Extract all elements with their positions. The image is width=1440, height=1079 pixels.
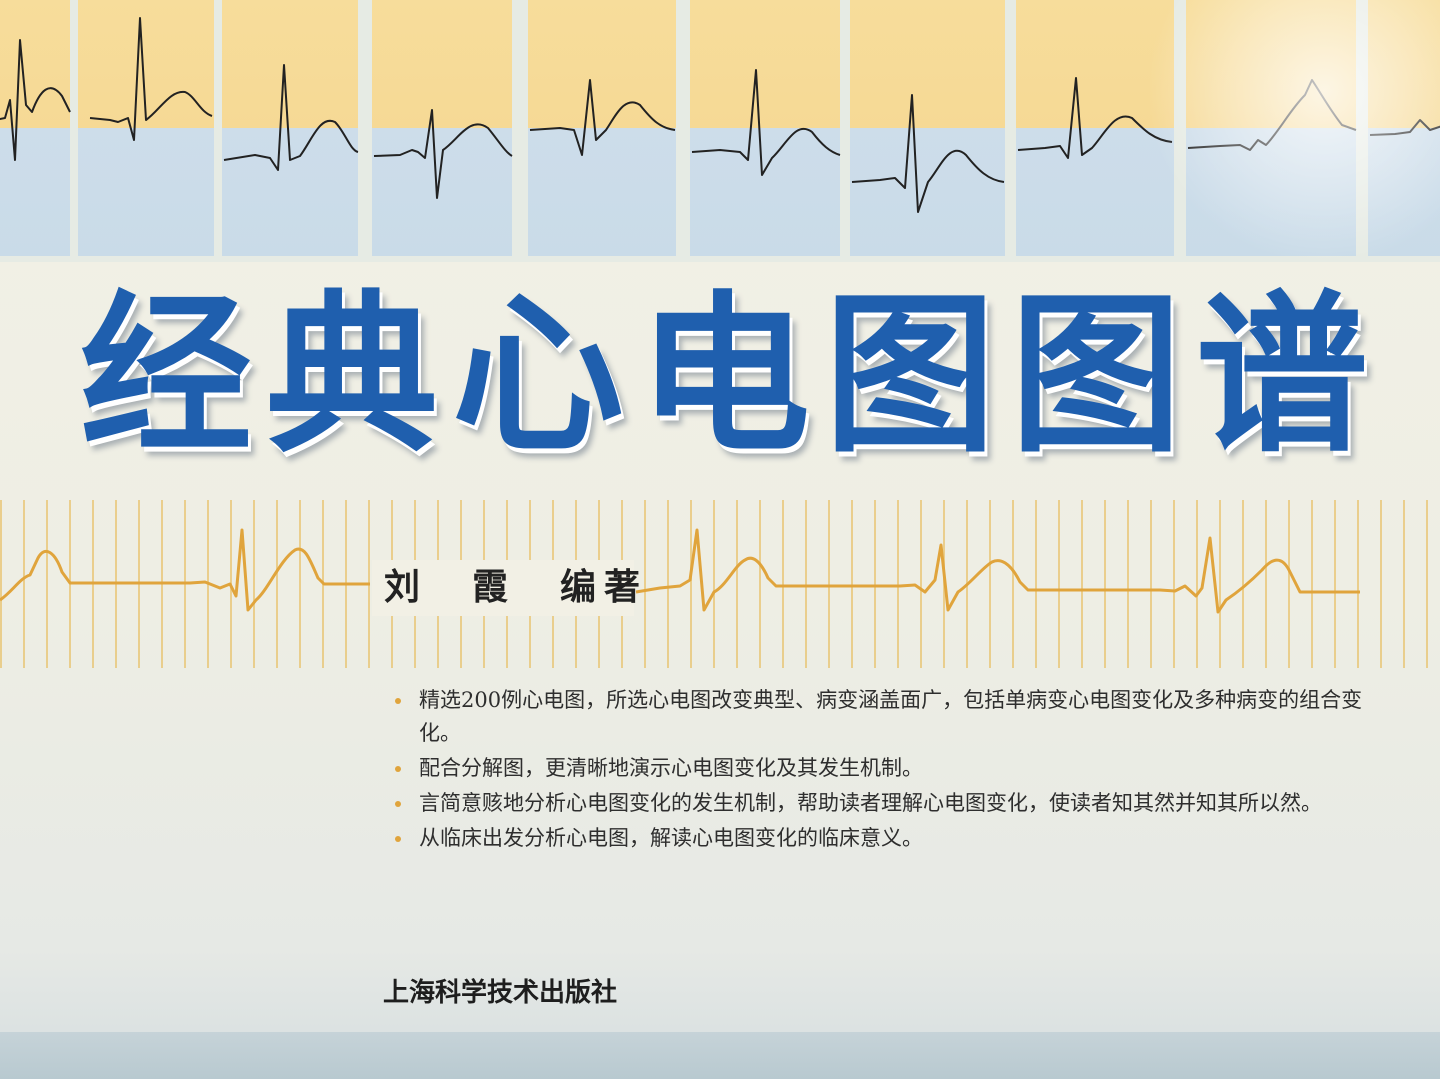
feature-text: 配合分解图，更清晰地演示心电图变化及其发生机制。 <box>419 756 923 780</box>
ecg-trace-icon <box>0 500 1440 668</box>
bullet-dot-icon <box>395 836 401 842</box>
list-item: 配合分解图，更清晰地演示心电图变化及其发生机制。 <box>395 752 1385 785</box>
bottom-color-band <box>0 1032 1440 1079</box>
bullet-dot-icon <box>395 698 401 704</box>
bullet-dot-icon <box>395 766 401 772</box>
list-item: 从临床出发分析心电图，解读心电图变化的临床意义。 <box>395 822 1385 855</box>
feature-text: 从临床出发分析心电图，解读心电图变化的临床意义。 <box>419 826 923 850</box>
feature-text: 精选200例心电图，所选心电图改变典型、病变涵盖面广，包括单病变心电图变化及多种… <box>419 688 1362 745</box>
glare-highlight <box>1150 0 1440 260</box>
list-item: 言简意赅地分析心电图变化的发生机制，帮助读者理解心电图变化，使读者知其然并知其所… <box>395 787 1385 820</box>
list-item: 精选200例心电图，所选心电图改变典型、病变涵盖面广，包括单病变心电图变化及多种… <box>395 684 1385 750</box>
author-name: 刘 霞 编著 <box>384 562 648 612</box>
feature-text: 言简意赅地分析心电图变化的发生机制，帮助读者理解心电图变化，使读者知其然并知其所… <box>419 791 1322 815</box>
bullet-dot-icon <box>395 801 401 807</box>
publisher-name: 上海科学技术出版社 <box>383 972 617 1009</box>
feature-list: 精选200例心电图，所选心电图改变典型、病变涵盖面广，包括单病变心电图变化及多种… <box>395 684 1385 857</box>
book-title: 经典心电图图谱 <box>80 276 1380 476</box>
